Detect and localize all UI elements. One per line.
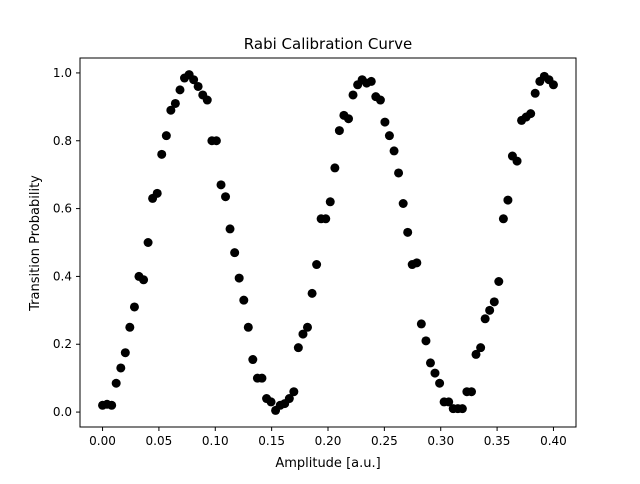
scatter-point xyxy=(330,163,340,173)
x-tick-label: 0.10 xyxy=(202,434,229,448)
scatter-point xyxy=(307,288,317,298)
scatter-point xyxy=(170,98,180,108)
scatter-point xyxy=(193,81,203,91)
scatter-point xyxy=(161,131,171,141)
x-tick-label: 0.40 xyxy=(540,434,567,448)
scatter-point xyxy=(120,348,130,358)
scatter-point xyxy=(321,214,331,224)
scatter-point xyxy=(234,273,244,283)
scatter-point xyxy=(221,192,231,202)
scatter-point xyxy=(384,131,394,141)
scatter-point xyxy=(211,136,221,146)
scatter-point xyxy=(125,322,135,332)
scatter-point xyxy=(293,343,303,353)
scatter-point xyxy=(444,397,454,407)
scatter-point xyxy=(239,295,249,305)
scatter-point xyxy=(457,404,467,414)
scatter-point xyxy=(344,114,354,124)
scatter-point xyxy=(202,95,212,105)
scatter-point xyxy=(467,387,477,397)
scatter-point xyxy=(152,188,162,198)
x-tick-label: 0.25 xyxy=(371,434,398,448)
scatter-point xyxy=(398,198,408,208)
scatter-point xyxy=(312,260,322,270)
scatter-point xyxy=(494,277,504,287)
scatter-point xyxy=(375,95,385,105)
scatter-point xyxy=(230,248,240,258)
scatter-point xyxy=(257,373,267,383)
x-tick-label: 0.30 xyxy=(427,434,454,448)
x-tick-label: 0.05 xyxy=(146,434,173,448)
y-tick-label: 1.0 xyxy=(53,66,72,80)
scatter-point xyxy=(248,355,258,365)
scatter-point xyxy=(139,275,149,285)
scatter-point xyxy=(548,80,558,90)
scatter-point xyxy=(107,400,117,410)
y-tick-label: 0.0 xyxy=(53,405,72,419)
scatter-point xyxy=(111,378,121,388)
scatter-point xyxy=(389,146,399,156)
scatter-point xyxy=(530,88,540,98)
scatter-point xyxy=(166,105,176,115)
x-tick-label: 0.00 xyxy=(89,434,116,448)
scatter-point xyxy=(129,302,139,312)
scatter-point xyxy=(435,378,445,388)
scatter-point xyxy=(430,368,440,378)
scatter-point xyxy=(480,314,490,324)
scatter-point xyxy=(366,76,376,86)
x-tick-label: 0.15 xyxy=(258,434,285,448)
scatter-point xyxy=(243,322,253,332)
scatter-point xyxy=(266,397,276,407)
scatter-point xyxy=(412,258,422,268)
y-tick-label: 0.6 xyxy=(53,202,72,216)
scatter-point xyxy=(503,195,513,205)
scatter-point xyxy=(157,149,167,159)
scatter-point xyxy=(498,214,508,224)
x-axis-label: Amplitude [a.u.] xyxy=(275,456,380,471)
scatter-point xyxy=(403,227,413,237)
y-tick-label: 0.8 xyxy=(53,134,72,148)
scatter-point xyxy=(394,168,404,178)
scatter-point xyxy=(416,319,426,329)
scatter-point xyxy=(189,75,199,85)
scatter-point xyxy=(284,394,294,404)
scatter-point xyxy=(325,197,335,207)
x-tick-label: 0.35 xyxy=(484,434,511,448)
x-tick-label: 0.20 xyxy=(315,434,342,448)
y-tick-label: 0.2 xyxy=(53,337,72,351)
scatter-point xyxy=(489,297,499,307)
scatter-point xyxy=(476,343,486,353)
scatter-point xyxy=(143,238,153,247)
scatter-point xyxy=(471,349,481,359)
scatter-point xyxy=(175,85,185,95)
scatter-point xyxy=(421,336,431,346)
scatter-point xyxy=(425,358,435,368)
scatter-point xyxy=(216,180,226,190)
scatter-point xyxy=(298,329,308,339)
y-tick-label: 0.4 xyxy=(53,269,72,283)
y-axis-label: Transition Probability xyxy=(28,175,43,312)
scatter-point xyxy=(334,126,344,136)
scatter-point xyxy=(289,387,299,397)
chart-title: Rabi Calibration Curve xyxy=(244,35,412,53)
scatter-point xyxy=(225,224,235,234)
scatter-point xyxy=(526,109,536,119)
scatter-point xyxy=(485,305,495,315)
scatter-point xyxy=(380,117,390,127)
scatter-point xyxy=(302,322,312,332)
scatter-point xyxy=(116,363,126,373)
scatter-point xyxy=(348,90,358,100)
scatter-point xyxy=(512,156,522,166)
